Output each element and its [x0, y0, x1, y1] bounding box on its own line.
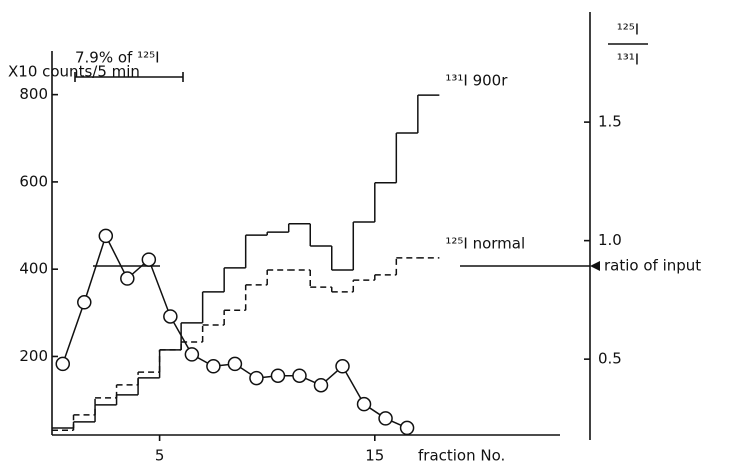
ratio-point [399, 420, 415, 436]
ratio-point [335, 359, 350, 374]
ratio-point [313, 377, 329, 393]
ratio-point [249, 370, 264, 386]
ratio-point [141, 252, 157, 267]
ratio-point [378, 411, 393, 426]
x-tick-label: 5 [155, 447, 165, 465]
x-axis-label: fraction No. [418, 447, 505, 465]
ratio-point [77, 295, 92, 310]
ratio-point [270, 368, 286, 383]
y-tick-label: 800 [19, 85, 48, 103]
x-tick-label: 15 [365, 447, 384, 465]
arrow-head [590, 261, 600, 271]
y2-tick-label: 0.5 [598, 350, 622, 368]
ratio-point [206, 359, 221, 374]
ratio-point [227, 356, 243, 372]
y-axis-label: X10 counts/5 min [8, 63, 140, 81]
y-tick-label: 400 [19, 260, 48, 278]
y-tick-label: 200 [19, 347, 48, 365]
ratio-point [184, 347, 200, 362]
y2-axis-label-numerator: ¹²⁵I [617, 21, 639, 39]
bracket [74, 72, 184, 82]
series-label: ¹²⁵I normal [445, 234, 525, 252]
y2-axis-label-denominator: ¹³¹I [617, 51, 639, 69]
y2-tick-label: 1.0 [598, 231, 622, 249]
ratio-point [356, 396, 372, 412]
series-label: ¹³¹I 900r [445, 72, 508, 90]
y-tick-label: 600 [19, 172, 48, 190]
annotation: 7.9% of ¹²⁵I [75, 49, 160, 67]
ratio-point [98, 228, 114, 244]
ratio-point [55, 356, 71, 372]
ratio-point [120, 271, 135, 286]
annotation: ratio of input [604, 257, 701, 275]
y2-tick-label: 1.5 [598, 113, 622, 131]
ratio-point [292, 368, 307, 383]
ratio-line [62, 233, 408, 429]
ratio-point [163, 309, 178, 324]
